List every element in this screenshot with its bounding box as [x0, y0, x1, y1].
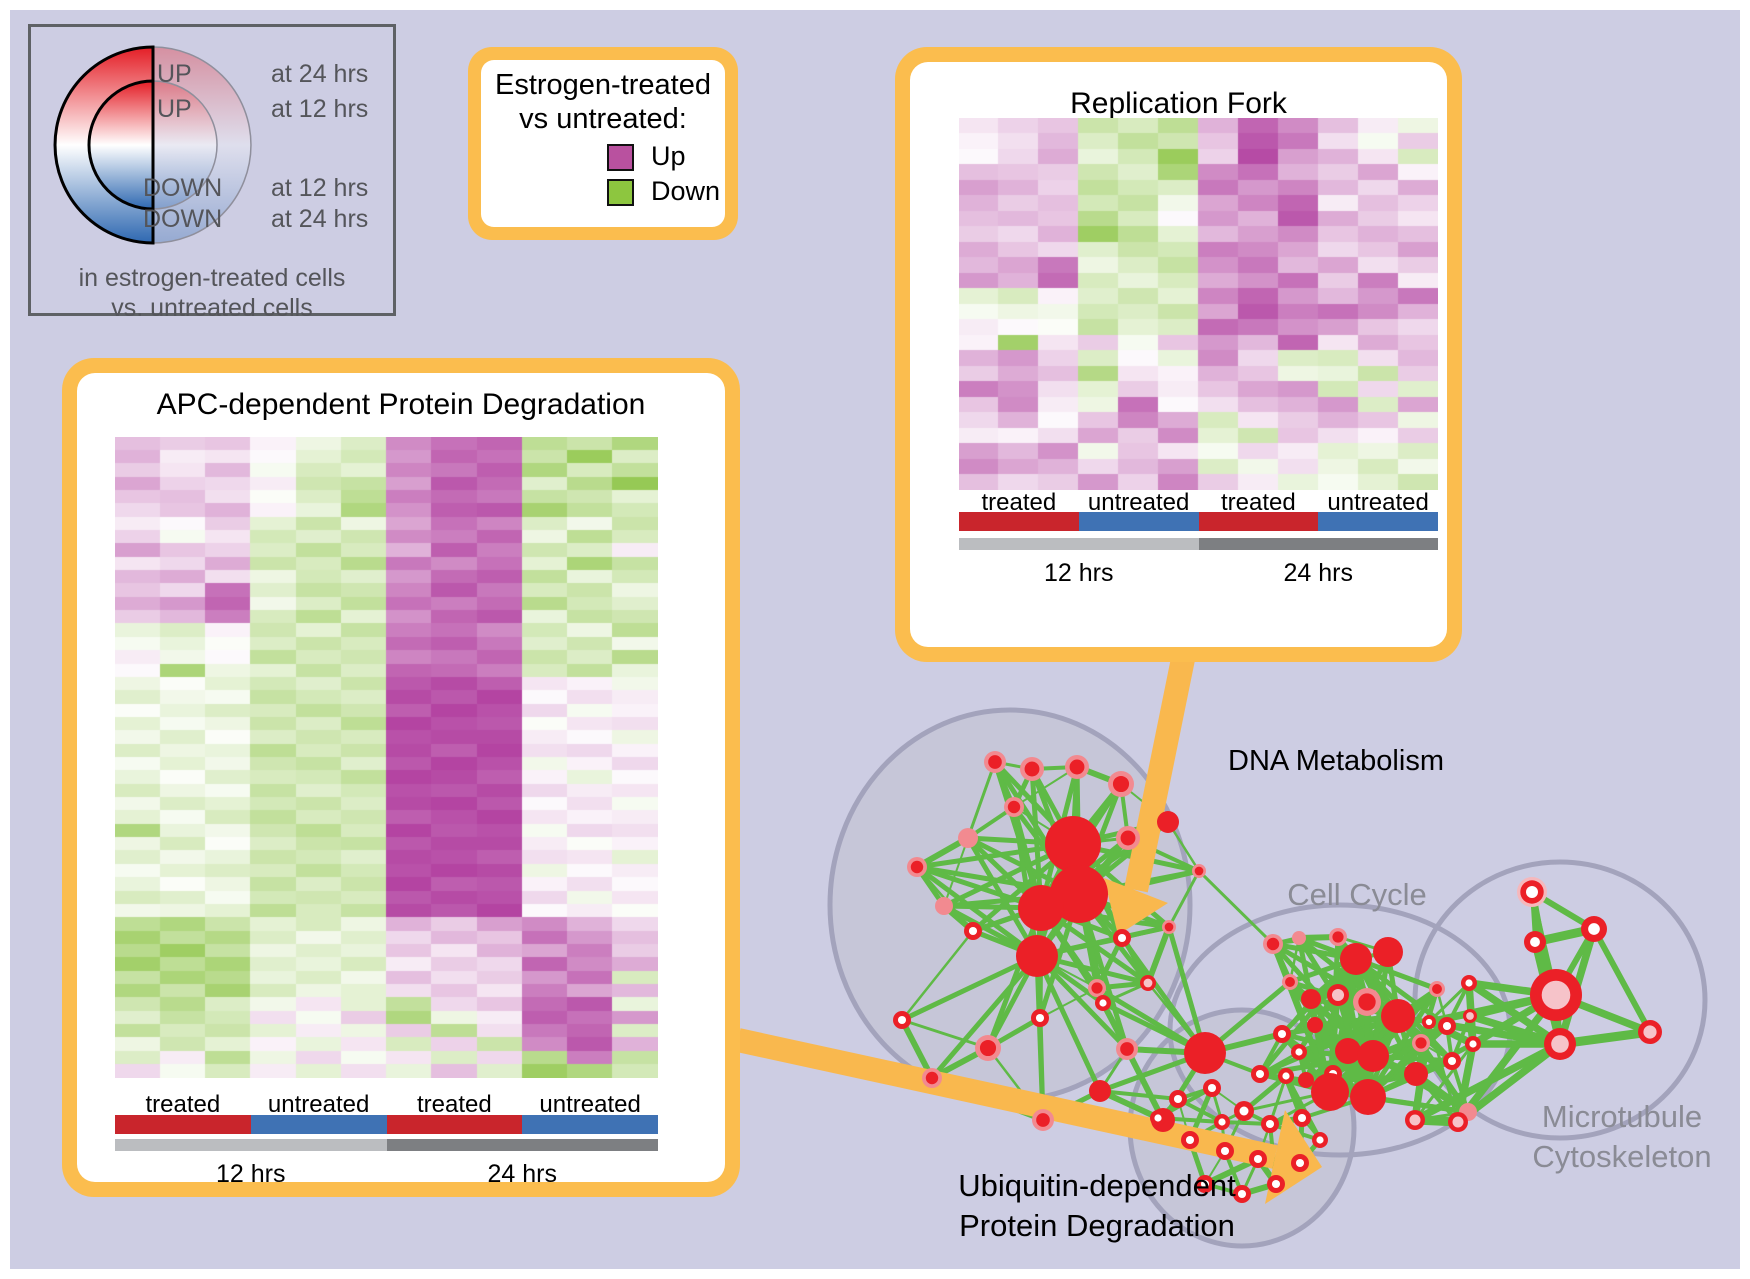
legend-footer-line2: vs. untreated cells — [111, 294, 313, 322]
estrogen-key-title-line1: Estrogen-treated — [494, 69, 711, 101]
cluster-label-cell-cycle: Cell Cycle — [1287, 877, 1427, 912]
time-label-24hrs: 24 hrs — [1283, 559, 1353, 587]
estrogen-key-box: Estrogen-treated vs untreated: Up Down — [468, 47, 738, 240]
updown-legend-box: UP at 24 hrs UP at 12 hrs DOWN at 12 hrs… — [28, 24, 396, 322]
hr24-bar — [386, 1139, 658, 1151]
estrogen-key-title-line2: vs untreated: — [519, 103, 687, 135]
legend-up-12-time: at 12 hrs — [271, 95, 369, 123]
group-label: treated — [145, 1091, 221, 1118]
cluster-label-microtubule-line2: Cytoskeleton — [1532, 1139, 1711, 1174]
legend-down-24-dir: DOWN — [143, 205, 223, 233]
legend-footer-line1: in estrogen-treated cells — [78, 264, 346, 292]
apc-time-labels: 12 hrs 24 hrs — [115, 1160, 658, 1189]
hr12-bar — [115, 1139, 387, 1151]
apc-panel: APC-dependent Protein Degradation treate… — [62, 358, 740, 1197]
cluster-label-ubiquitin-line1: Ubiquitin-dependent — [958, 1168, 1236, 1203]
group-label: treated — [1221, 489, 1296, 516]
untreated-bar — [1318, 512, 1438, 531]
inner-circle-right-half — [152, 80, 218, 210]
hr24-bar — [1198, 538, 1438, 550]
legend-down-12-time: at 12 hrs — [271, 174, 369, 202]
replication-fork-time-bars — [959, 538, 1438, 550]
network-dynamic-layer — [735, 597, 1708, 1249]
legend-up-24-dir: UP — [157, 60, 192, 88]
replication-fork-condition-bars — [959, 512, 1438, 531]
legend-down-24-time: at 24 hrs — [271, 205, 369, 233]
group-label: untreated — [1327, 489, 1429, 516]
untreated-bar — [250, 1115, 387, 1134]
treated-bar — [386, 1115, 523, 1134]
treated-bar — [959, 512, 1079, 531]
untreated-bar — [1078, 512, 1199, 531]
apc-time-bars — [115, 1139, 658, 1151]
replication-fork-heatmap — [959, 118, 1438, 490]
cluster-label-ubiquitin-line2: Protein Degradation — [959, 1208, 1235, 1243]
apc-condition-bars — [115, 1115, 658, 1134]
untreated-bar — [522, 1115, 658, 1134]
down-swatch-label: Down — [651, 176, 721, 206]
updown-legend-circles — [53, 45, 252, 245]
group-label: treated — [417, 1091, 492, 1118]
group-label: untreated — [1087, 489, 1190, 516]
replication-fork-time-labels: 12 hrs 24 hrs — [959, 559, 1438, 588]
cluster-label-dna-metabolism: DNA Metabolism — [1228, 745, 1444, 777]
legend-up-24-time: at 24 hrs — [271, 60, 369, 88]
treated-bar — [115, 1115, 251, 1134]
legend-up-12-dir: UP — [157, 95, 192, 123]
replication-fork-panel: Replication Fork treated untreated treated… — [895, 47, 1462, 662]
group-label: untreated — [267, 1091, 370, 1118]
up-swatch-label: Up — [651, 141, 686, 171]
hr12-bar — [959, 538, 1199, 550]
apc-group-labels: treated untreated treated untreated — [115, 1091, 658, 1119]
apc-title: APC-dependent Protein Degradation — [156, 388, 646, 421]
time-label-12hrs: 12 hrs — [1044, 559, 1114, 587]
group-label: untreated — [539, 1091, 641, 1118]
replication-fork-group-labels: treated untreated treated untreated — [959, 489, 1438, 517]
group-label: treated — [981, 489, 1057, 516]
estrogen-key-inner — [481, 60, 725, 227]
time-label-24hrs: 24 hrs — [487, 1160, 557, 1188]
up-color-swatch — [607, 144, 634, 171]
time-label-12hrs: 12 hrs — [216, 1160, 286, 1188]
inner-circle-left-half — [87, 79, 155, 211]
down-color-swatch — [607, 179, 634, 206]
legend-down-12-dir: DOWN — [143, 174, 223, 202]
replication-fork-title: Replication Fork — [1070, 87, 1287, 120]
cluster-label-microtubule-line1: Microtubule — [1542, 1099, 1702, 1134]
apc-heatmap — [115, 437, 658, 1078]
treated-bar — [1198, 512, 1319, 531]
